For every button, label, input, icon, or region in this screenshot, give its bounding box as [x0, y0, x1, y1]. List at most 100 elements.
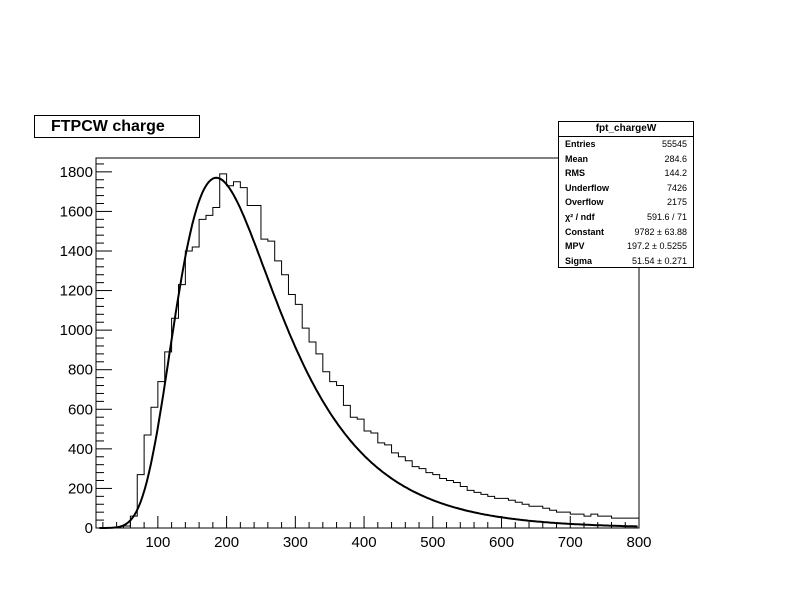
histogram-bin	[178, 285, 185, 528]
histogram-bin	[460, 486, 467, 528]
histogram-bin	[447, 481, 454, 528]
stats-row: Entries 55545	[559, 137, 693, 152]
histogram-outline	[96, 173, 639, 529]
histogram-bin	[385, 445, 392, 528]
stats-label: Mean	[565, 153, 589, 164]
y-tick-label: 800	[68, 362, 93, 379]
y-tick-label: 1000	[60, 322, 93, 339]
stats-value: 284.6	[664, 153, 687, 164]
x-tick-label: 200	[214, 534, 239, 551]
chart-title: FTPCW charge	[34, 115, 200, 138]
histogram-bin	[502, 498, 509, 528]
stats-value: 144.2	[664, 168, 687, 179]
histogram-bin	[302, 328, 309, 528]
stats-label: MPV	[565, 241, 585, 252]
histogram-bin	[206, 215, 213, 528]
histogram-bin	[577, 514, 584, 528]
x-tick-label: 400	[352, 534, 377, 551]
histogram-bin	[247, 205, 254, 528]
stats-box: fpt_chargeW Entries 55545 Mean 284.6 RMS 144.…	[558, 121, 694, 268]
histogram-bin	[412, 467, 419, 528]
y-tick-label: 400	[68, 441, 93, 458]
stats-row: MPV 197.2 ± 0.5255	[559, 239, 693, 254]
x-tick-label: 500	[420, 534, 445, 551]
stats-row: Sigma 51.54 ± 0.271	[559, 254, 693, 269]
histogram-bin	[419, 469, 426, 528]
stats-name: fpt_chargeW	[559, 122, 693, 137]
histogram-bin	[172, 318, 179, 528]
histogram-series	[96, 173, 639, 529]
x-tick-label: 700	[558, 534, 583, 551]
stats-label: Constant	[565, 226, 604, 237]
histogram-bin	[309, 342, 316, 528]
stats-row: RMS 144.2	[559, 166, 693, 181]
stats-label: Entries	[565, 139, 596, 149]
histogram-bin	[536, 506, 543, 528]
histogram-bin	[240, 188, 247, 528]
histogram-bin	[371, 433, 378, 528]
stats-label: Overflow	[565, 197, 604, 208]
histogram-bin	[515, 502, 522, 528]
stats-row: Mean 284.6	[559, 152, 693, 167]
stats-value: 197.2 ± 0.5255	[627, 241, 687, 252]
y-tick-label: 1800	[60, 164, 93, 181]
histogram-bin	[563, 512, 570, 528]
histogram-bin	[233, 182, 240, 528]
y-tick-label: 1400	[60, 243, 93, 260]
histogram-bin	[481, 494, 488, 528]
stats-value: 55545	[661, 139, 687, 149]
histogram-bin	[261, 239, 268, 528]
histogram-bin	[316, 354, 323, 528]
y-tick-label: 1200	[60, 283, 93, 300]
histogram-bin	[192, 247, 199, 528]
x-tick-label: 600	[489, 534, 514, 551]
histogram-bin	[378, 443, 385, 528]
stats-value: 51.54 ± 0.271	[632, 255, 687, 266]
histogram-bin	[185, 251, 192, 528]
histogram-bin	[474, 492, 481, 528]
y-tick-label: 200	[68, 480, 93, 497]
plot-frame	[95, 157, 640, 529]
histogram-bin	[584, 516, 591, 528]
stats-value: 591.6 / 71	[646, 211, 687, 222]
histogram-bin	[151, 407, 158, 528]
y-tick-label: 600	[68, 401, 93, 418]
histogram-bin	[282, 275, 289, 528]
histogram-bin	[557, 512, 564, 528]
stats-rows: Entries 55545 Mean 284.6 RMS 144.2 Underflow 74…	[559, 137, 693, 268]
histogram-bin	[550, 510, 557, 528]
fit-line	[99, 176, 638, 529]
stats-value: 2175	[666, 197, 687, 208]
y-tick-label: 0	[85, 520, 93, 537]
histogram-bin	[350, 417, 357, 528]
histogram-bin	[295, 304, 302, 528]
stats-row: Underflow 7426	[559, 181, 693, 196]
stats-value: 7426	[666, 182, 687, 193]
stats-label: χ² / ndf	[565, 211, 595, 222]
stats-label: Sigma	[565, 255, 593, 266]
fit-curve	[99, 176, 638, 529]
histogram-bin	[288, 295, 295, 528]
x-tick-label: 300	[283, 534, 308, 551]
stats-row: Overflow 2175	[559, 195, 693, 210]
stats-value: 9782 ± 63.88	[634, 226, 687, 237]
histogram-bin	[220, 174, 227, 528]
histogram-bin	[543, 508, 550, 528]
stats-row: Constant 9782 ± 63.88	[559, 225, 693, 240]
histogram-bin	[467, 490, 474, 528]
axes: 100 200 300 400 500 600 700 800 0 200 400 600 800 100…	[60, 163, 652, 551]
histogram-bin	[529, 506, 536, 528]
histogram-bin	[199, 219, 206, 528]
histogram-bin	[330, 382, 337, 528]
histogram-bin	[357, 419, 364, 528]
histogram-bin	[213, 207, 220, 528]
x-tick-label: 800	[626, 534, 651, 551]
histogram-bin	[495, 498, 502, 528]
x-tick-label: 100	[145, 534, 170, 551]
histogram-bin	[337, 386, 344, 528]
histogram-bin	[392, 453, 399, 528]
histogram-bin	[364, 431, 371, 528]
histogram-bin	[488, 496, 495, 528]
histogram-bin	[405, 461, 412, 528]
